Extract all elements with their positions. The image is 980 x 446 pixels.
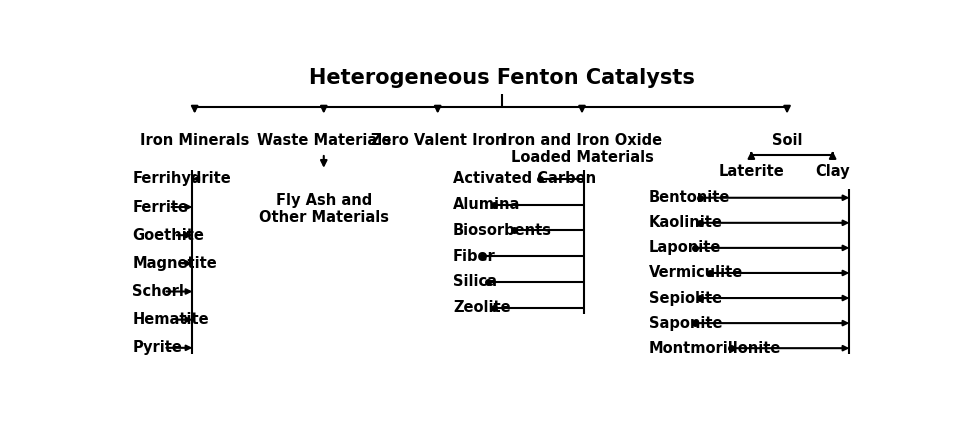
Text: Soil: Soil (772, 132, 803, 148)
Text: Vermiculite: Vermiculite (649, 265, 743, 281)
Text: Laterite: Laterite (718, 164, 784, 179)
Text: Fly Ash and
Other Materials: Fly Ash and Other Materials (259, 193, 389, 225)
Text: Silica: Silica (453, 274, 497, 289)
Text: Iron and Iron Oxide
Loaded Materials: Iron and Iron Oxide Loaded Materials (502, 132, 662, 165)
Text: Iron Minerals: Iron Minerals (140, 132, 249, 148)
Text: Waste Materials: Waste Materials (257, 132, 391, 148)
Text: Alumina: Alumina (453, 197, 520, 212)
Text: Schorl: Schorl (132, 284, 184, 299)
Text: Hematite: Hematite (132, 312, 209, 327)
Text: Magnetite: Magnetite (132, 256, 218, 271)
Text: Montmorillonite: Montmorillonite (649, 341, 781, 355)
Text: Heterogeneous Fenton Catalysts: Heterogeneous Fenton Catalysts (310, 67, 695, 87)
Text: Ferrihydrite: Ferrihydrite (132, 171, 231, 186)
Text: Ferrite: Ferrite (132, 199, 188, 215)
Text: Fiber: Fiber (453, 248, 496, 264)
Text: Saponite: Saponite (649, 316, 722, 330)
Text: Biosorbents: Biosorbents (453, 223, 552, 238)
Text: Goethite: Goethite (132, 228, 204, 243)
Text: Laponite: Laponite (649, 240, 721, 256)
Text: Clay: Clay (815, 164, 850, 179)
Text: Activated Carbon: Activated Carbon (453, 171, 596, 186)
Text: Zero Valent Iron: Zero Valent Iron (370, 132, 505, 148)
Text: Sepiolite: Sepiolite (649, 290, 722, 306)
Text: Zeolite: Zeolite (453, 300, 511, 315)
Text: Pyrite: Pyrite (132, 340, 182, 355)
Text: Bentonite: Bentonite (649, 190, 730, 205)
Text: Kaolinite: Kaolinite (649, 215, 722, 230)
